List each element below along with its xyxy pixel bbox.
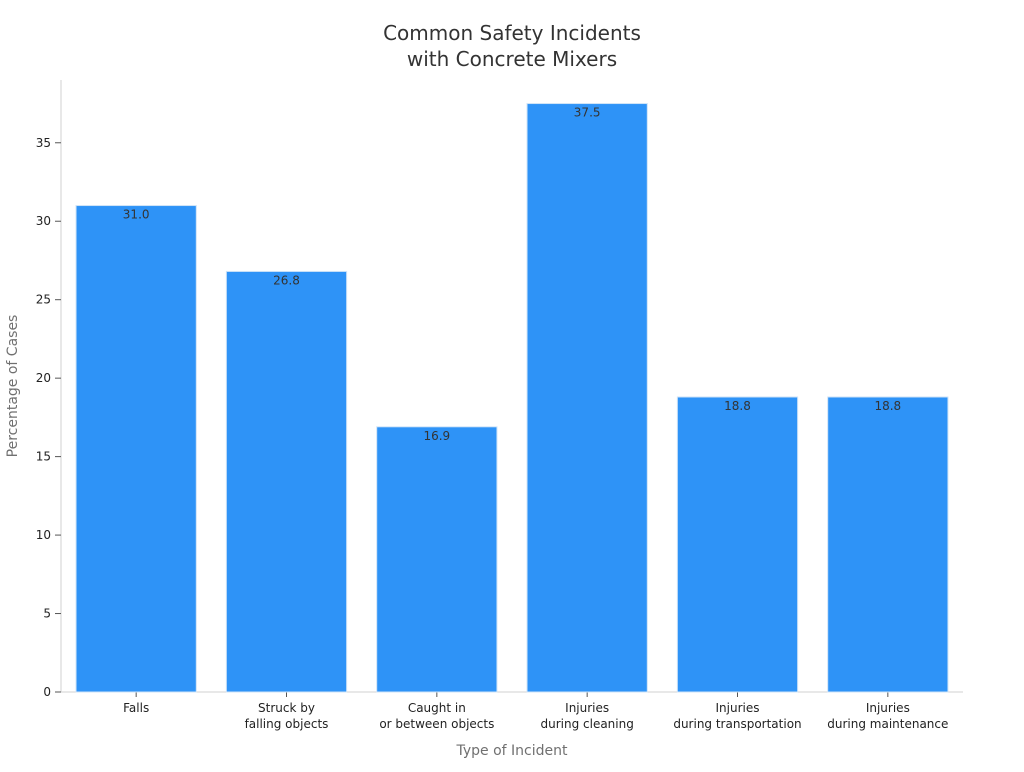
bar [225,270,348,693]
bar [827,396,949,693]
chart-title-line-2: with Concrete Mixers [407,47,617,71]
bar [75,205,197,693]
bar-value-label: 18.8 [874,399,901,413]
x-axis-label: Type of Incident [455,743,568,759]
y-tick-label: 15 [36,450,51,464]
bar-value-label: 37.5 [574,106,601,120]
x-tick-label: Injuries [716,701,760,715]
y-tick-label: 0 [43,685,51,699]
bar [376,426,498,693]
x-tick-label: Injuries [565,701,609,715]
data-labels: 31.0 26.8 16.9 37.5 18.8 18.8 [123,106,901,443]
x-tick-label: Caught in [408,701,466,715]
chart-title-line-1: Common Safety Incidents [383,21,641,45]
bar-value-label: 18.8 [724,399,751,413]
x-tick-label: falling objects [245,717,329,731]
y-tick-label: 5 [43,607,51,621]
x-tick-label: Falls [123,701,149,715]
bar-value-label: 16.9 [423,429,450,443]
x-tick-label: during transportation [673,717,801,731]
bar-value-label: 26.8 [273,273,300,287]
bar-value-label: 31.0 [123,208,150,222]
chart-title: Common Safety Incidents with Concrete Mi… [383,21,641,71]
x-tick-label: Struck by [258,701,315,715]
bar [526,103,648,693]
y-tick-label: 20 [36,371,51,385]
x-tick-label: or between objects [379,717,494,731]
y-tick-label: 10 [36,528,51,542]
y-axis-label: Percentage of Cases [5,315,21,458]
x-tick-label: Injuries [866,701,910,715]
y-tick-label: 35 [36,136,51,150]
bars [75,103,949,693]
x-tick-label: during maintenance [827,717,948,731]
bar [676,396,799,693]
x-tick-label: during cleaning [540,717,633,731]
y-tick-label: 30 [36,214,51,228]
y-tick-label: 25 [36,293,51,307]
axes: 0 5 10 15 20 25 30 35 Falls Struck by falling obje… [36,80,963,731]
